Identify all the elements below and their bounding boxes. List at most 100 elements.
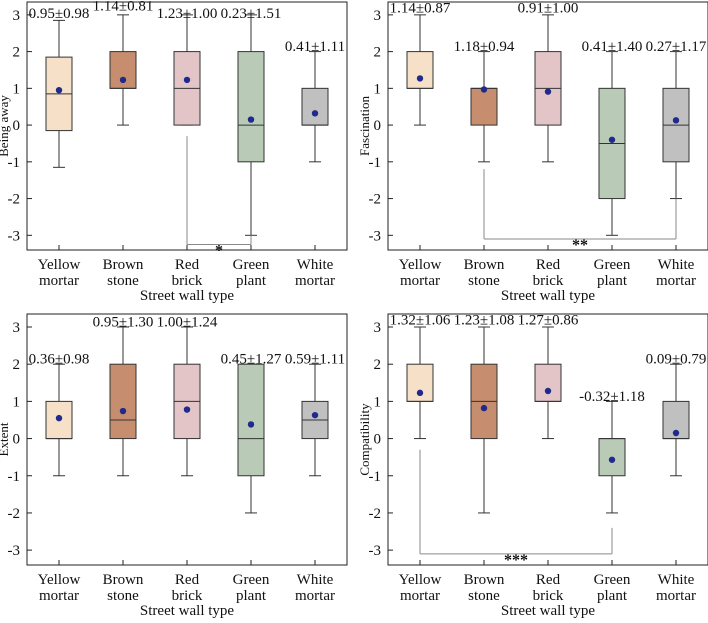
y-tick-label: 1 xyxy=(13,394,21,410)
significance-bracket: * xyxy=(186,136,252,259)
x-tick-label-line: brick xyxy=(172,588,203,604)
x-axis-label: Street wall type xyxy=(140,288,234,304)
significance-stars: * xyxy=(215,242,223,259)
y-tick-label: 0 xyxy=(374,432,382,448)
x-tick-label: Red brick xyxy=(533,257,564,289)
box-2 xyxy=(534,14,562,163)
x-tick-label: Yellow mortar xyxy=(38,572,81,604)
mean-sd-label: 0.45±1.27 xyxy=(221,352,282,368)
y-tick-label: -2 xyxy=(369,192,382,208)
x-tick-label-line: Green xyxy=(594,257,631,273)
x-tick-label-line: Green xyxy=(594,572,631,588)
box-4 xyxy=(662,363,690,477)
box-1 xyxy=(109,14,137,126)
x-tick-label-line: Red xyxy=(175,572,200,588)
y-tick-label: -1 xyxy=(8,155,21,171)
iqr-box xyxy=(109,363,137,440)
y-tick-label: 1 xyxy=(374,394,382,410)
mean-point xyxy=(311,411,319,419)
x-tick-label-line: plant xyxy=(597,273,628,289)
x-tick-label-line: brick xyxy=(533,273,564,289)
mean-point xyxy=(55,86,63,94)
x-axis-label: Street wall type xyxy=(140,603,234,619)
x-axis-label: Street wall type xyxy=(501,603,595,619)
y-tick-label: -3 xyxy=(369,543,382,559)
mean-point xyxy=(247,421,255,428)
mean-sd-label: 0.95±1.30 xyxy=(93,314,154,330)
x-tick-label: Green plant xyxy=(594,572,631,604)
x-tick-label-line: mortar xyxy=(400,588,440,604)
x-tick-label-line: Red xyxy=(175,257,200,273)
y-tick-label: 2 xyxy=(13,45,21,61)
mean-sd-label: 1.27±0.86 xyxy=(518,313,579,329)
y-tick-label: 2 xyxy=(374,45,382,61)
mean-point xyxy=(183,76,191,84)
x-tick-label-line: White xyxy=(297,572,334,588)
x-tick-label-line: mortar xyxy=(656,273,696,289)
mean-sd-label: 1.00±1.24 xyxy=(157,314,218,330)
significance-bracket: *** xyxy=(419,449,613,569)
iqr-box xyxy=(534,363,562,402)
y-tick-label: -3 xyxy=(8,543,21,559)
iqr-box xyxy=(237,363,265,477)
y-tick-label: -2 xyxy=(8,506,21,522)
mean-point xyxy=(119,76,127,84)
mean-sd-label: 1.23±1.00 xyxy=(157,6,218,22)
x-tick-label-line: White xyxy=(658,257,695,273)
y-tick-label: 3 xyxy=(13,320,21,336)
x-tick-label: White mortar xyxy=(656,257,696,289)
x-tick-label: Red brick xyxy=(172,257,203,289)
y-tick-label: -1 xyxy=(8,469,21,485)
box-4 xyxy=(301,363,329,477)
box-0 xyxy=(406,14,434,126)
mean-sd-label: 1.32±1.06 xyxy=(390,313,451,329)
x-tick-label-line: plant xyxy=(236,273,267,289)
x-tick-label: Green plant xyxy=(233,572,270,604)
x-tick-label-line: stone xyxy=(107,273,139,289)
mean-sd-label: 0.59±1.11 xyxy=(285,352,345,368)
x-tick-label: Yellow mortar xyxy=(399,572,442,604)
mean-point xyxy=(416,389,424,397)
mean-sd-label: 0.36±0.98 xyxy=(29,352,90,368)
y-axis-label: Extent xyxy=(0,422,11,456)
box-3 xyxy=(237,363,265,514)
mean-point xyxy=(183,406,191,413)
mean-sd-label: 1.14±0.81 xyxy=(93,0,154,15)
x-tick-label: Yellow mortar xyxy=(38,257,81,289)
x-tick-label: Brown stone xyxy=(103,257,144,289)
x-tick-label-line: Brown xyxy=(103,572,144,588)
y-tick-label: -3 xyxy=(8,228,21,244)
x-tick-label-line: brick xyxy=(172,273,203,289)
x-tick-label: Yellow mortar xyxy=(399,257,442,289)
mean-point xyxy=(672,117,680,124)
box-1 xyxy=(470,326,498,514)
y-tick-label: 2 xyxy=(374,357,382,373)
iqr-box xyxy=(470,87,498,126)
box-1 xyxy=(470,51,498,163)
box-3 xyxy=(237,14,265,236)
x-tick-label-line: Yellow xyxy=(399,257,442,273)
box-2 xyxy=(173,326,201,477)
x-tick-label-line: Red xyxy=(536,572,561,588)
y-tick-label: -3 xyxy=(369,228,382,244)
x-tick-label-line: Green xyxy=(233,257,270,273)
y-tick-label: 3 xyxy=(13,8,21,24)
mean-point xyxy=(55,414,63,422)
x-tick-label-line: Yellow xyxy=(38,572,81,588)
mean-sd-label: -0.32±1.18 xyxy=(579,389,645,405)
y-tick-label: 3 xyxy=(374,320,382,336)
x-tick-label-line: stone xyxy=(468,273,500,289)
y-tick-label: -1 xyxy=(369,155,382,171)
iqr-box xyxy=(237,51,265,163)
mean-sd-label: 0.41±1.11 xyxy=(285,39,345,55)
x-tick-label: Red brick xyxy=(172,572,203,604)
x-tick-label: Red brick xyxy=(533,572,564,604)
x-tick-label-line: mortar xyxy=(400,273,440,289)
x-tick-label-line: Red xyxy=(536,257,561,273)
x-tick-label-line: stone xyxy=(468,588,500,604)
mean-sd-label: 0.41±1.40 xyxy=(582,39,643,55)
mean-sd-label: 0.23±1.51 xyxy=(221,6,282,22)
